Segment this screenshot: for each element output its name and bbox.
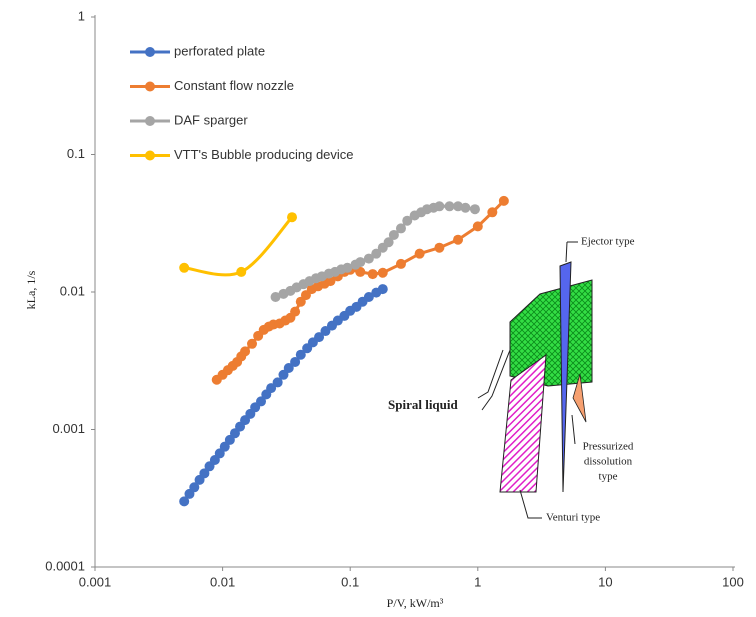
point <box>470 204 480 214</box>
callout <box>478 350 503 398</box>
point <box>434 201 444 211</box>
y-tick-label: 0.01 <box>60 283 85 298</box>
callout <box>566 242 567 262</box>
legend-swatch <box>145 151 155 161</box>
callout <box>572 415 575 444</box>
point <box>453 235 463 245</box>
point <box>444 201 454 211</box>
point <box>499 196 509 206</box>
point <box>415 249 425 259</box>
legend-label: VTT's Bubble producing device <box>174 147 354 162</box>
x-tick-label: 10 <box>598 574 612 589</box>
y-tick-label: 0.0001 <box>45 558 85 573</box>
y-tick-label: 0.1 <box>67 146 85 161</box>
legend-label: DAF sparger <box>174 112 248 127</box>
legend-label: perforated plate <box>174 43 265 58</box>
spiral-region <box>510 280 592 386</box>
point <box>355 257 365 267</box>
point <box>287 212 297 222</box>
annotation: dissolution <box>584 456 633 468</box>
x-tick-label: 0.01 <box>210 574 235 589</box>
annotation: Ejector type <box>581 236 635 248</box>
chart: Ejector type Spiral liquid Pressurized d… <box>0 0 756 612</box>
legend-label: Constant flow nozzle <box>174 78 294 93</box>
series-line <box>184 217 292 275</box>
callout <box>482 350 510 410</box>
x-axis-label: P/V, kW/m³ <box>387 596 444 610</box>
y-axis-label: kLa, 1/s <box>24 270 38 309</box>
legend-swatch <box>145 82 155 92</box>
annotation: type <box>599 471 618 483</box>
legend-swatch <box>145 47 155 57</box>
point <box>460 203 470 213</box>
annotation: Spiral liquid <box>388 397 458 412</box>
point <box>179 263 189 273</box>
x-tick-label: 1 <box>474 574 481 589</box>
point <box>290 307 300 317</box>
point <box>473 221 483 231</box>
x-tick-label: 100 <box>722 574 744 589</box>
y-tick-label: 1 <box>78 8 85 23</box>
point <box>396 259 406 269</box>
point <box>240 346 250 356</box>
x-tick-label: 0.1 <box>341 574 359 589</box>
callout <box>520 490 542 518</box>
point <box>396 223 406 233</box>
annotation: Pressurized <box>583 441 634 453</box>
series-line <box>217 201 504 380</box>
point <box>434 243 444 253</box>
point <box>247 339 257 349</box>
point <box>368 269 378 279</box>
point <box>236 267 246 277</box>
point <box>378 284 388 294</box>
x-tick-label: 0.001 <box>79 574 112 589</box>
legend-swatch <box>145 116 155 126</box>
point <box>378 268 388 278</box>
inset-diagram: Ejector type Spiral liquid Pressurized d… <box>388 236 635 524</box>
y-tick-label: 0.001 <box>52 421 85 436</box>
annotation: Venturi type <box>546 512 600 524</box>
venturi-region <box>500 355 546 492</box>
point <box>487 207 497 217</box>
